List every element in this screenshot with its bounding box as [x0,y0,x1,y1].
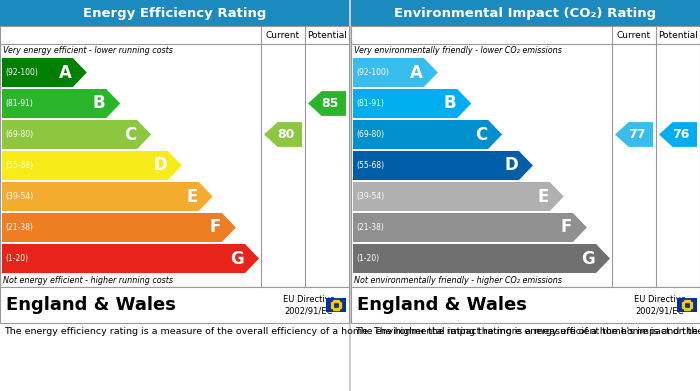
Text: (55-68): (55-68) [356,161,384,170]
Text: Not environmentally friendly - higher CO₂ emissions: Not environmentally friendly - higher CO… [354,276,562,285]
Text: (1-20): (1-20) [356,254,379,263]
Text: Current: Current [617,30,651,39]
Polygon shape [264,122,302,147]
Polygon shape [353,182,564,211]
Text: Current: Current [266,30,300,39]
Text: D: D [153,156,167,174]
Text: (39-54): (39-54) [5,192,34,201]
Bar [326,298,346,312]
Polygon shape [353,151,533,180]
Text: EU Directive
2002/91/EC: EU Directive 2002/91/EC [283,294,335,316]
Text: 85: 85 [321,97,339,110]
Polygon shape [2,89,120,118]
Text: C: C [124,126,136,143]
Text: (55-68): (55-68) [5,161,33,170]
Text: F: F [561,219,572,237]
Text: C: C [475,126,487,143]
Text: (92-100): (92-100) [356,68,389,77]
Text: EU Directive
2002/91/EC: EU Directive 2002/91/EC [634,294,686,316]
Text: Very environmentally friendly - lower CO₂ emissions: Very environmentally friendly - lower CO… [354,46,562,55]
Polygon shape [353,58,438,87]
Polygon shape [353,213,587,242]
Polygon shape [2,120,151,149]
Text: (81-91): (81-91) [5,99,33,108]
Text: A: A [410,63,423,81]
Text: G: G [581,249,595,267]
Text: (21-38): (21-38) [5,223,33,232]
Text: (69-80): (69-80) [5,130,33,139]
Text: (92-100): (92-100) [5,68,38,77]
Polygon shape [2,151,182,180]
Text: E: E [186,188,198,206]
Text: B: B [92,95,105,113]
Text: (39-54): (39-54) [356,192,384,201]
Text: Very energy efficient - lower running costs: Very energy efficient - lower running co… [3,46,173,55]
Polygon shape [353,244,610,273]
Text: (81-91): (81-91) [356,99,384,108]
Text: Not energy efficient - higher running costs: Not energy efficient - higher running co… [3,276,173,285]
Text: (69-80): (69-80) [356,130,384,139]
Bar [351,0,700,26]
Text: A: A [59,63,72,81]
Text: D: D [504,156,518,174]
Text: Potential: Potential [658,30,698,39]
Text: The environmental impact rating is a measure of a home's impact on the environme: The environmental impact rating is a mea… [355,327,700,336]
Bar [0,0,349,26]
Text: England & Wales: England & Wales [357,296,527,314]
Text: Energy Efficiency Rating: Energy Efficiency Rating [83,7,266,20]
Bar [677,298,697,312]
Text: 76: 76 [672,128,690,141]
Text: G: G [230,249,244,267]
Polygon shape [308,91,346,116]
Text: Potential: Potential [307,30,347,39]
Polygon shape [353,120,502,149]
Bar [0,26,349,287]
Bar [351,26,700,287]
Text: F: F [209,219,221,237]
Bar [351,287,700,323]
Polygon shape [2,182,213,211]
Polygon shape [2,58,87,87]
Text: England & Wales: England & Wales [6,296,176,314]
Polygon shape [2,244,259,273]
Polygon shape [2,213,236,242]
Polygon shape [659,122,697,147]
Text: The energy efficiency rating is a measure of the overall efficiency of a home. T: The energy efficiency rating is a measur… [4,327,700,336]
Text: E: E [538,188,549,206]
Text: 80: 80 [277,128,295,141]
Polygon shape [615,122,653,147]
Text: B: B [444,95,456,113]
Text: 77: 77 [628,128,645,141]
Text: Environmental Impact (CO₂) Rating: Environmental Impact (CO₂) Rating [394,7,657,20]
Text: (1-20): (1-20) [5,254,28,263]
Polygon shape [353,89,471,118]
Text: (21-38): (21-38) [356,223,384,232]
Bar [0,287,349,323]
